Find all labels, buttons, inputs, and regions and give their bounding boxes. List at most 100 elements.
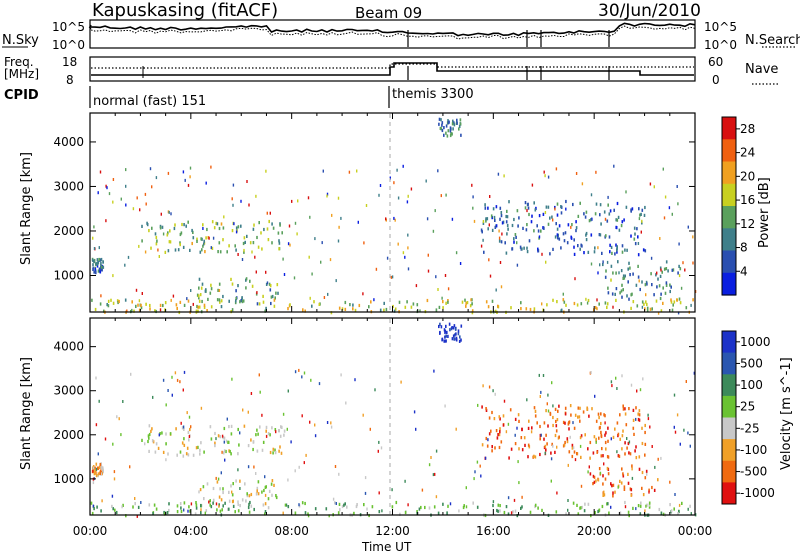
data-point [614,292,616,296]
data-point [243,236,246,240]
data-point [533,201,535,205]
data-point [407,267,410,271]
data-point [648,490,650,494]
data-point [534,503,537,507]
data-point [278,429,280,433]
data-point [567,463,569,467]
data-point [646,503,648,507]
data-point [610,380,613,384]
data-point [631,292,633,296]
data-point [307,196,310,200]
data-point [539,437,541,441]
data-point [100,267,102,272]
data-point [534,409,537,413]
data-point [100,462,102,466]
data-point [278,241,281,245]
data-point [500,214,503,218]
data-point [673,393,676,397]
data-point [473,219,476,223]
data-point [608,511,610,515]
data-point [556,213,559,217]
data-point [302,308,304,312]
data-point [461,300,464,304]
data-point [607,203,609,207]
data-point [415,284,418,288]
data-point [491,216,493,220]
data-point [346,505,348,509]
data-point [262,440,265,444]
data-point [631,207,634,211]
data-point [441,338,443,342]
data-point [341,307,344,311]
data-point [622,288,624,292]
data-point [275,291,277,295]
data-point [254,255,256,259]
data-point [343,503,345,507]
data-point [687,225,689,229]
data-point [283,433,285,437]
data-point [114,508,116,512]
data-point [619,413,621,417]
data-point [169,432,172,436]
data-point [545,260,547,264]
data-point [294,469,296,473]
data-point [518,447,520,451]
data-point [556,491,558,495]
data-point [222,504,224,508]
y-tick-label: 1000 [53,268,84,282]
data-point [566,241,569,245]
data-point [275,495,278,500]
data-point [173,226,176,231]
data-point [232,183,235,187]
data-point [556,233,559,237]
data-point [539,452,541,457]
data-point [265,429,267,433]
data-point [243,248,245,252]
data-point [413,410,416,414]
data-point [583,509,586,513]
data-point [162,303,164,308]
data-point [546,402,548,406]
data-point [637,412,639,416]
data-point [530,220,533,224]
data-point [338,472,340,476]
data-point [643,302,645,306]
data-point [155,507,158,511]
data-point [617,215,620,219]
data-point [628,440,631,444]
data-point [521,448,524,452]
data-point [600,222,602,226]
data-point [241,498,244,502]
data-point [626,437,628,440]
data-point [141,292,143,295]
data-point [180,421,182,425]
data-point [180,509,183,514]
data-point [329,258,332,262]
data-point [223,436,226,440]
data-point [148,503,151,507]
data-point [648,505,651,509]
data-point [326,192,329,196]
data-point [162,450,165,454]
data-point [492,389,494,393]
data-point [125,203,127,207]
data-point [256,489,258,493]
data-point [551,215,553,219]
data-point [228,507,230,511]
data-point [94,466,96,470]
colorbar-segment [722,460,736,483]
data-point [412,302,415,306]
data-point [451,326,453,330]
data-point [265,485,267,489]
data-point [271,222,273,226]
data-point [202,223,204,227]
data-point [498,433,501,437]
data-point [556,300,558,304]
data-point [634,232,636,236]
data-point [618,228,621,232]
data-point [447,121,450,125]
data-point [167,389,169,392]
data-point [105,219,107,223]
data-point [573,238,575,242]
